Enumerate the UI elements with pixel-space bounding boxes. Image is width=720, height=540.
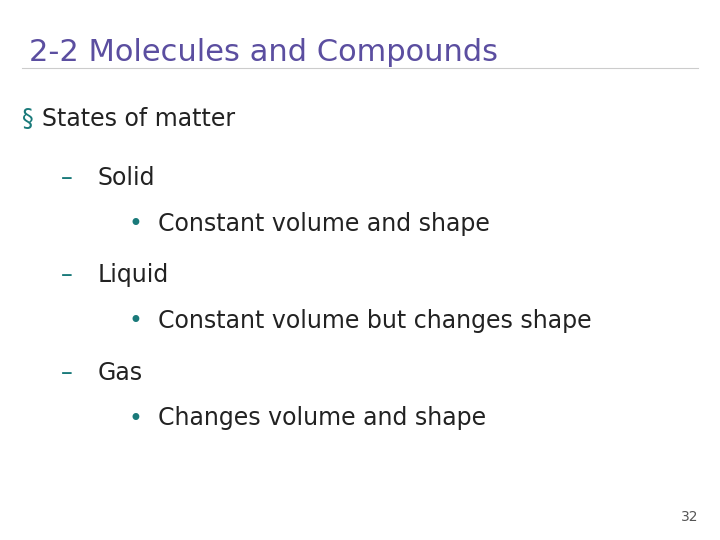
Text: Constant volume and shape: Constant volume and shape <box>158 212 490 236</box>
Text: –: – <box>61 166 73 190</box>
Text: Liquid: Liquid <box>97 264 168 287</box>
Text: States of matter: States of matter <box>42 107 235 131</box>
Text: –: – <box>61 361 73 384</box>
Text: –: – <box>61 264 73 287</box>
Text: Gas: Gas <box>97 361 143 384</box>
Text: •: • <box>128 407 142 430</box>
Text: •: • <box>128 212 142 236</box>
Text: 32: 32 <box>681 510 698 524</box>
Text: Constant volume but changes shape: Constant volume but changes shape <box>158 309 592 333</box>
Text: •: • <box>128 309 142 333</box>
Text: Solid: Solid <box>97 166 155 190</box>
Text: 2-2 Molecules and Compounds: 2-2 Molecules and Compounds <box>29 38 498 67</box>
Text: §: § <box>22 107 33 131</box>
Text: Changes volume and shape: Changes volume and shape <box>158 407 487 430</box>
